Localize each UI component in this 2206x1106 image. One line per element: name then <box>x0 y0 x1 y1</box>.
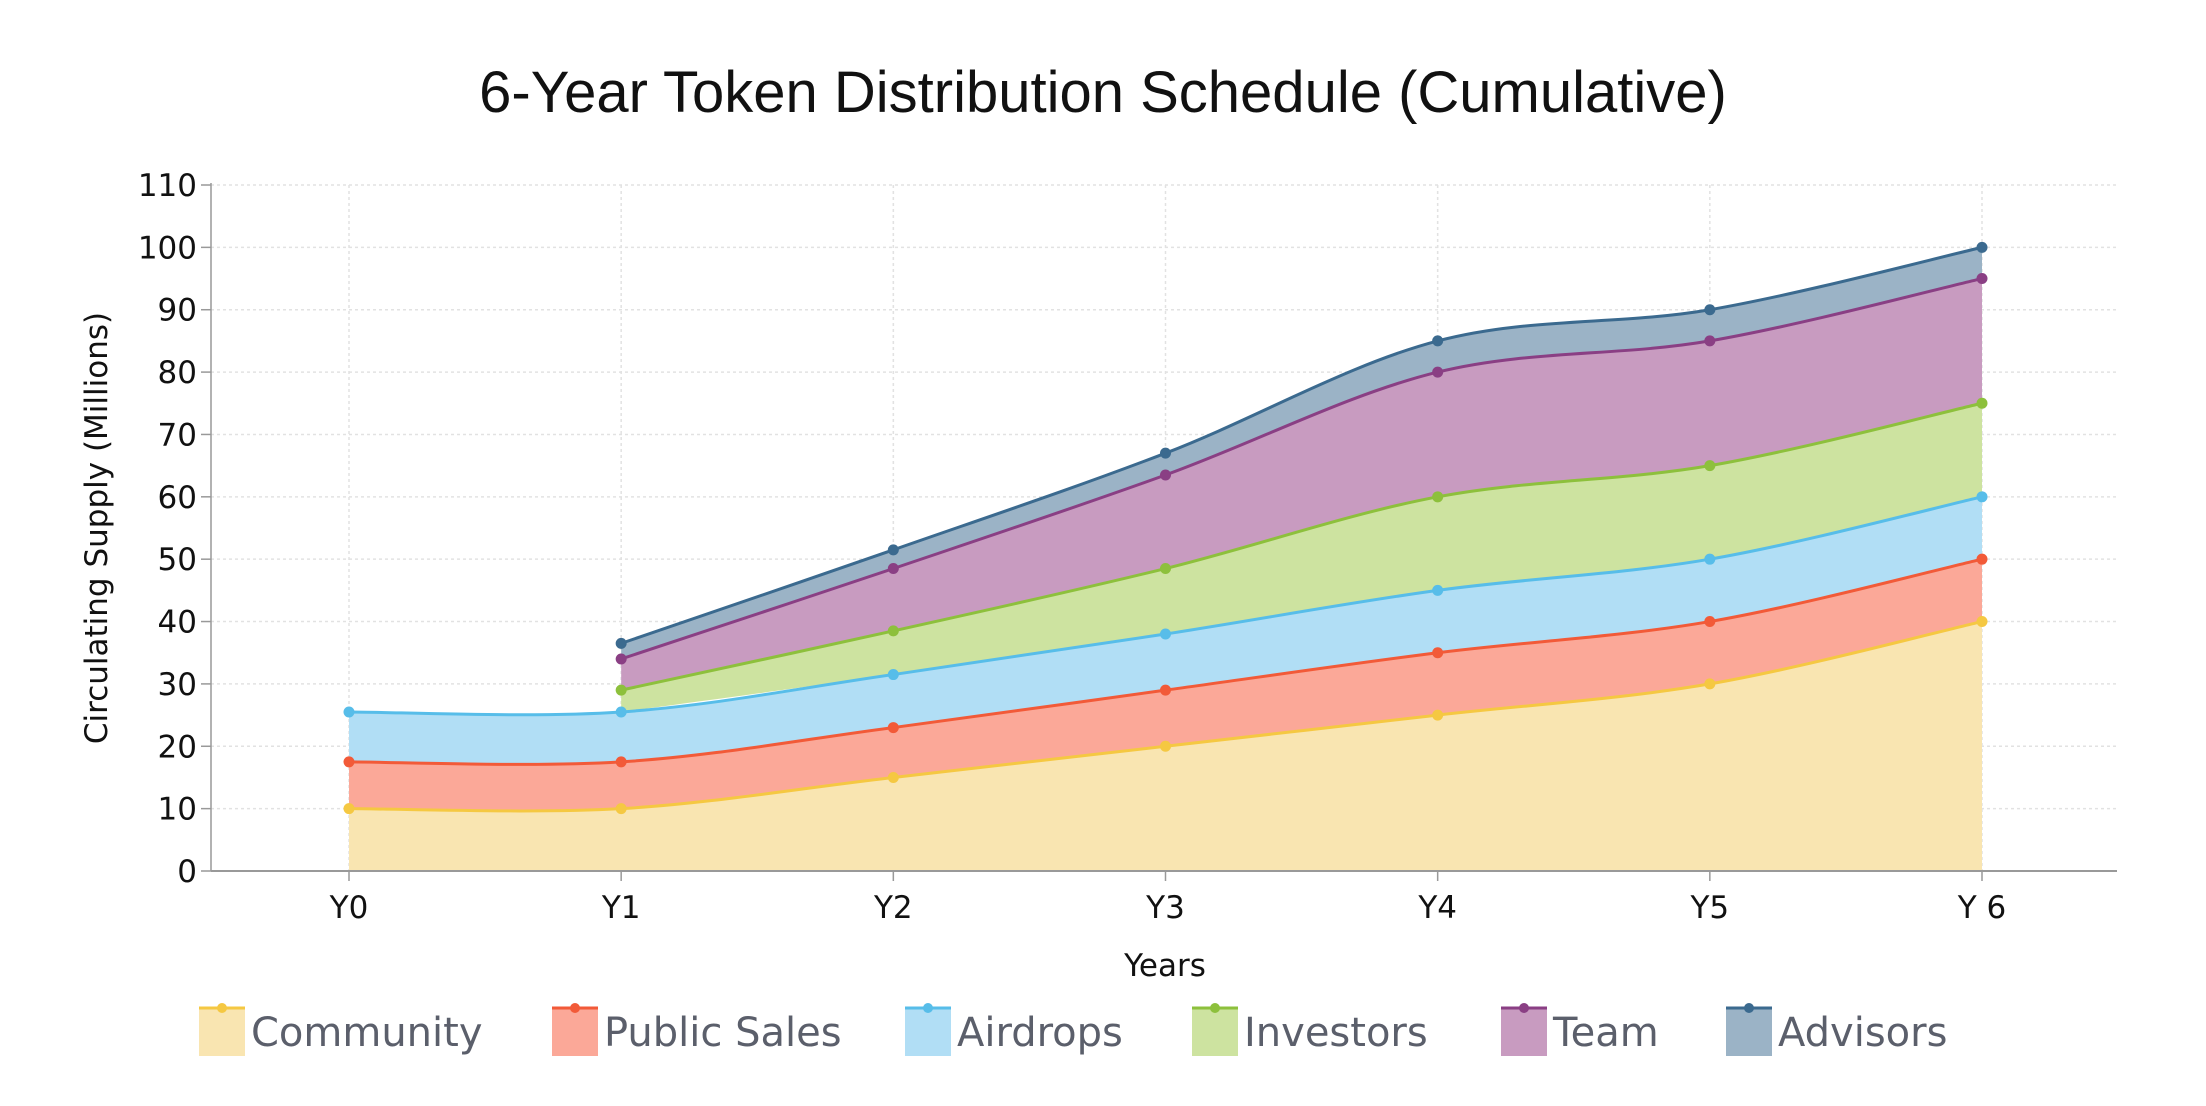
x-tick-label: Y4 <box>1417 890 1457 926</box>
legend-swatch-dot <box>1519 1003 1529 1013</box>
legend-swatch <box>1726 1008 1772 1056</box>
y-tick-label: 70 <box>158 417 197 453</box>
point-public-sales <box>343 756 355 768</box>
legend: Community Public Sales Airdrops Investors Te… <box>199 1003 1947 1056</box>
point-airdrops <box>615 706 627 718</box>
point-team <box>1432 366 1444 378</box>
point-airdrops <box>1160 628 1171 640</box>
point-team <box>615 653 627 665</box>
point-advisors <box>1976 241 1988 253</box>
point-advisors <box>615 637 627 649</box>
point-community <box>615 803 627 815</box>
x-tick-label: Y0 <box>329 890 369 926</box>
area-advisors <box>621 247 1982 659</box>
point-community <box>1976 616 1988 628</box>
y-tick-label: 50 <box>158 542 197 578</box>
point-public-sales <box>887 722 899 734</box>
legend-item-advisors: Advisors <box>1726 1003 1947 1056</box>
point-advisors <box>1432 335 1444 347</box>
legend-item-investors: Investors <box>1192 1003 1428 1056</box>
point-team <box>1160 469 1171 481</box>
area-airdrops <box>349 496 1982 765</box>
legend-item-public-sales: Public Sales <box>552 1003 842 1056</box>
legend-label: Public Sales <box>604 1010 842 1056</box>
point-public-sales <box>1432 647 1444 659</box>
y-tick-label: 100 <box>138 230 197 266</box>
point-airdrops <box>887 669 899 681</box>
point-investors <box>615 684 627 696</box>
legend-label: Community <box>251 1010 483 1056</box>
point-team <box>1704 335 1716 347</box>
y-tick-label: 40 <box>158 605 197 641</box>
point-investors <box>1976 397 1988 409</box>
legend-label: Team <box>1552 1010 1659 1056</box>
y-tick-label: 30 <box>158 667 197 703</box>
y-axis-label: Circulating Supply (Millions) <box>79 312 115 744</box>
line-team <box>620 277 1983 661</box>
areas <box>348 245 1983 871</box>
legend-item-community: Community <box>199 1003 483 1056</box>
point-community <box>887 771 899 783</box>
point-airdrops <box>1432 584 1444 596</box>
legend-label: Advisors <box>1778 1010 1947 1056</box>
point-public-sales <box>1704 616 1716 628</box>
y-tick-label: 90 <box>158 293 197 329</box>
point-community <box>1160 740 1171 752</box>
point-airdrops <box>1976 491 1988 503</box>
point-investors <box>1432 491 1444 503</box>
y-tick-label: 20 <box>158 729 197 765</box>
y-tick-label: 60 <box>158 480 197 516</box>
legend-swatch-dot <box>1210 1003 1220 1013</box>
legend-item-team: Team <box>1501 1003 1659 1056</box>
point-airdrops <box>343 706 355 718</box>
x-tick-label: Y2 <box>873 890 913 926</box>
area-investors <box>621 403 1982 712</box>
y-tick-label: 110 <box>138 168 197 204</box>
point-community <box>343 803 355 815</box>
x-tick-label: Y5 <box>1689 890 1729 926</box>
point-advisors <box>887 544 899 556</box>
point-advisors <box>1160 447 1171 459</box>
legend-swatch-dot <box>1744 1003 1754 1013</box>
point-team <box>887 563 899 575</box>
legend-swatch-dot <box>570 1003 580 1013</box>
legend-swatch <box>1501 1008 1547 1056</box>
point-advisors <box>1704 304 1716 316</box>
legend-swatch-dot <box>923 1003 933 1013</box>
y-tick-label: 80 <box>158 355 197 391</box>
point-community <box>1432 709 1444 721</box>
point-investors <box>1704 460 1716 472</box>
x-tick-label: Y 6 <box>1957 890 2007 926</box>
y-tick-label: 0 <box>177 854 197 890</box>
legend-swatch <box>552 1008 598 1056</box>
legend-swatch <box>199 1008 245 1056</box>
line-advisors <box>620 245 1983 645</box>
y-tick-label: 10 <box>158 792 197 828</box>
point-public-sales <box>1976 553 1988 565</box>
axes: 0 10 20 30 40 50 60 70 80 90 100 110 Y0 Y1 Y2 Y3 Y4 Y5 Y 6 <box>138 168 2117 926</box>
point-public-sales <box>1160 684 1171 696</box>
point-airdrops <box>1704 553 1716 565</box>
x-tick-label: Y1 <box>601 890 641 926</box>
area-team <box>621 278 1982 691</box>
legend-label: Investors <box>1244 1010 1428 1056</box>
line-investors <box>620 401 1983 692</box>
legend-swatch-dot <box>217 1003 227 1013</box>
legend-swatch <box>905 1008 951 1056</box>
point-team <box>1976 273 1988 285</box>
points <box>343 241 1988 815</box>
point-investors <box>887 625 899 637</box>
point-community <box>1704 678 1716 690</box>
chart-title: 6-Year Token Distribution Schedule (Cumu… <box>479 60 1727 125</box>
x-axis-label: Years <box>1123 948 1206 984</box>
point-investors <box>1160 563 1171 575</box>
legend-item-airdrops: Airdrops <box>905 1003 1123 1056</box>
x-tick-label: Y3 <box>1145 890 1185 926</box>
point-public-sales <box>615 756 627 768</box>
legend-swatch <box>1192 1008 1238 1056</box>
legend-label: Airdrops <box>957 1010 1123 1056</box>
